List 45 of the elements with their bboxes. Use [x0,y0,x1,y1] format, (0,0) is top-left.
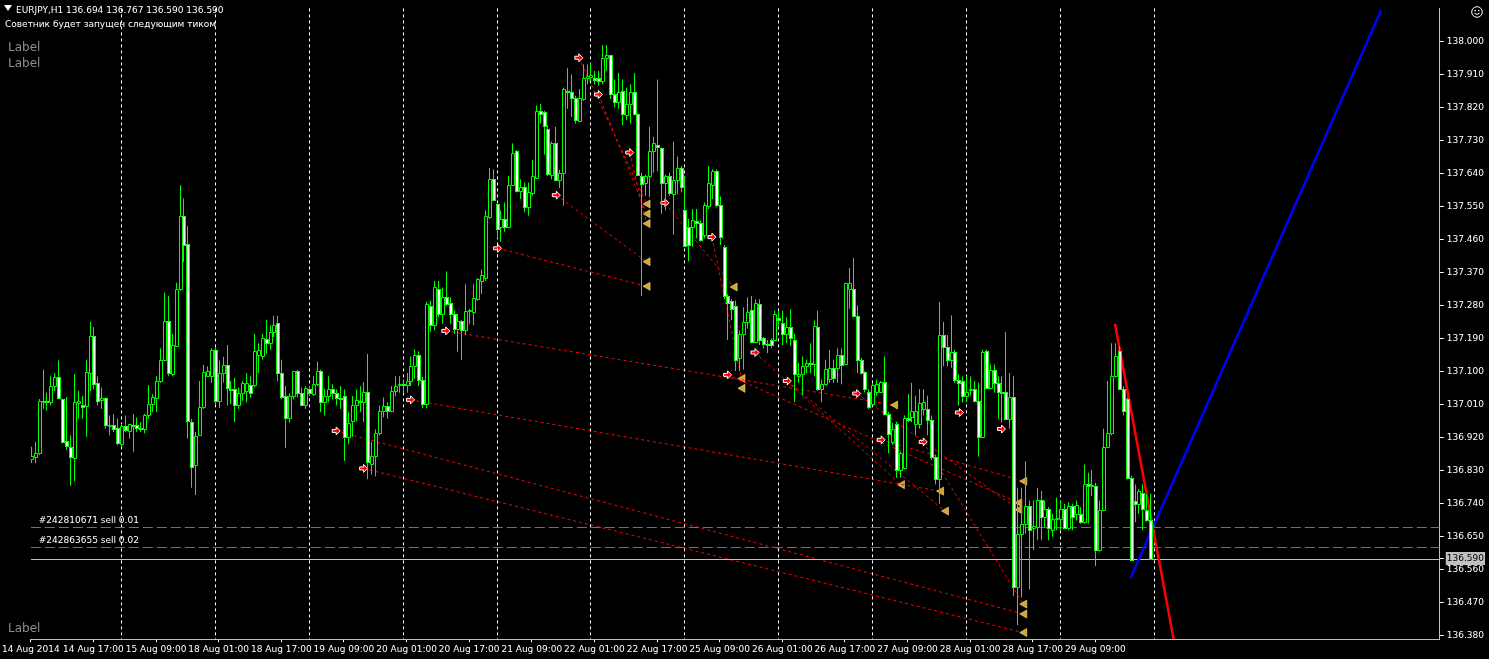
y-tick-label: 137.010 [1446,398,1485,409]
y-tick-label: 136.920 [1446,431,1485,442]
y-tick-label: 136.560 [1446,563,1485,574]
y-tick-label: 137.640 [1446,167,1485,178]
chart-title: EURJPY,H1 136.694 136.767 136.590 136.590 [16,5,224,15]
x-tick-label: 26 Aug 01:00 [751,643,813,654]
x-tick-label: 21 Aug 09:00 [501,643,563,654]
x-tick-label: 26 Aug 17:00 [814,643,876,654]
y-tick-label: 136.830 [1446,464,1485,475]
y-tick-label: 137.190 [1446,332,1485,343]
annotation: Label [8,621,41,636]
annotation: Label [8,40,41,54]
ref-line-label: #242863655 sell 0.02 [38,535,139,546]
x-tick-label: 28 Aug 01:00 [939,643,1001,654]
y-tick-label: 136.470 [1446,596,1485,607]
y-tick-label: 137.280 [1446,299,1485,310]
x-tick-label: 29 Aug 09:00 [1065,643,1126,654]
y-tick-label: 136.650 [1446,530,1485,541]
x-tick-label: 27 Aug 09:00 [877,643,939,654]
y-tick-label: 136.380 [1446,629,1485,640]
y-tick-label: 136.590 [1446,552,1485,563]
x-tick-label: 18 Aug 01:00 [188,643,250,654]
x-tick-label: 19 Aug 09:00 [313,643,375,654]
x-tick-label: 22 Aug 17:00 [626,643,688,654]
y-tick-label: 137.910 [1446,68,1485,79]
y-tick-label: 138.000 [1446,35,1485,46]
y-tick-label: 137.550 [1446,200,1485,211]
ref-line-label: #242810671 sell 0.01 [38,515,139,526]
x-tick-label: 22 Aug 01:00 [564,643,626,654]
x-tick-label: 14 Aug 17:00 [63,643,125,654]
x-tick-label: 25 Aug 09:00 [689,643,751,654]
x-tick-label: 28 Aug 17:00 [1002,643,1064,654]
y-tick-label: 137.100 [1446,365,1485,376]
x-tick-label: 20 Aug 01:00 [376,643,438,654]
y-tick-label: 137.460 [1446,233,1485,244]
x-tick-label: 20 Aug 17:00 [438,643,500,654]
y-tick-label: 137.370 [1446,266,1485,277]
y-tick-label: 136.740 [1446,497,1485,508]
text: Советник будет запущен следующим тиком [5,19,217,29]
y-tick-label: 137.820 [1446,101,1485,112]
annotation: Label [8,56,41,70]
x-tick-label: 18 Aug 17:00 [250,643,312,654]
x-tick-label: 14 Aug 2014 [2,643,60,654]
y-tick-label: 137.730 [1446,134,1485,145]
x-tick-label: 15 Aug 09:00 [125,643,187,654]
